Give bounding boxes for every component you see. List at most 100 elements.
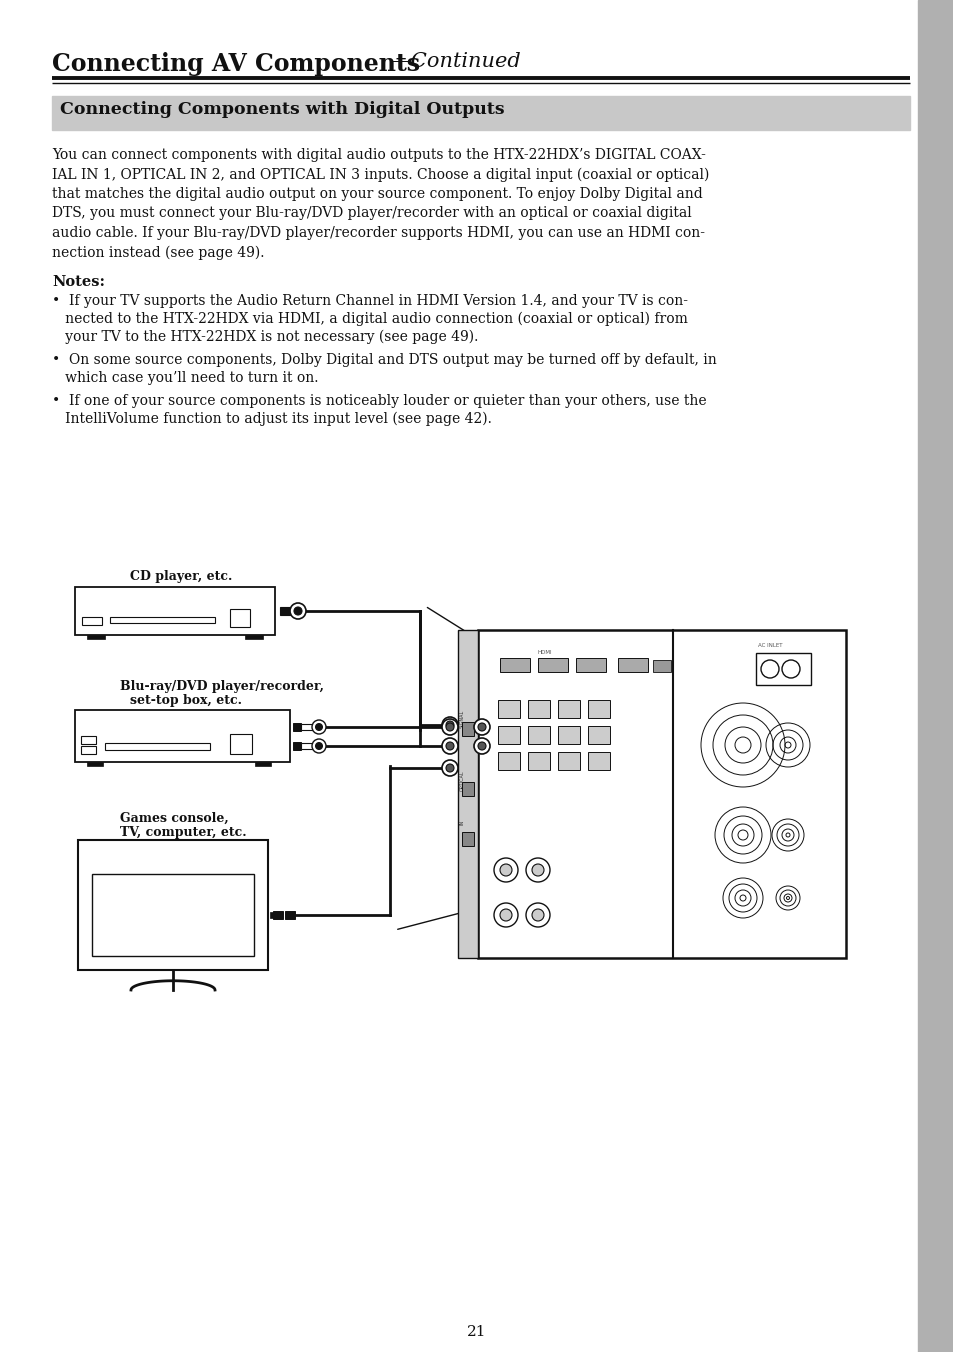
Text: HDMI: HDMI	[537, 650, 552, 654]
Bar	[497, 726, 519, 744]
Bar	[230, 734, 252, 754]
Circle shape	[446, 721, 454, 729]
Text: which case you’ll need to turn it on.: which case you’ll need to turn it on.	[52, 370, 318, 385]
Bar	[558, 700, 579, 718]
Bar	[82, 617, 102, 625]
Circle shape	[474, 719, 490, 735]
Bar	[587, 726, 609, 744]
Circle shape	[494, 859, 517, 882]
Bar	[280, 607, 290, 615]
Bar	[87, 635, 105, 639]
Bar	[497, 752, 519, 771]
Circle shape	[446, 764, 454, 772]
Text: nection instead (see page 49).: nection instead (see page 49).	[52, 246, 264, 260]
Bar	[558, 726, 579, 744]
Text: your TV to the HTX-22HDX is not necessary (see page 49).: your TV to the HTX-22HDX is not necessar…	[52, 330, 477, 345]
Bar	[230, 608, 250, 627]
Circle shape	[474, 738, 490, 754]
Bar	[618, 658, 647, 672]
Bar	[499, 658, 530, 672]
Bar	[285, 911, 294, 919]
Circle shape	[494, 903, 517, 927]
Bar	[75, 710, 290, 763]
Bar	[91, 873, 253, 956]
Bar	[301, 744, 313, 749]
Circle shape	[477, 723, 485, 731]
Bar	[273, 911, 283, 919]
Bar	[527, 726, 550, 744]
Text: that matches the digital audio output on your source component. To enjoy Dolby D: that matches the digital audio output on…	[52, 187, 702, 201]
Circle shape	[525, 859, 550, 882]
Circle shape	[499, 864, 512, 876]
Text: 21: 21	[467, 1325, 486, 1338]
Circle shape	[446, 742, 454, 750]
Bar	[537, 658, 567, 672]
Circle shape	[441, 719, 457, 735]
Circle shape	[441, 738, 457, 754]
Bar	[75, 587, 274, 635]
Text: SIGNAL: SIGNAL	[459, 710, 464, 729]
Bar	[254, 763, 271, 767]
Bar	[527, 700, 550, 718]
Text: IN: IN	[459, 821, 464, 825]
Circle shape	[477, 742, 485, 750]
Bar	[293, 742, 301, 750]
Bar	[110, 617, 214, 623]
Text: You can connect components with digital audio outputs to the HTX-22HDX’s DIGITAL: You can connect components with digital …	[52, 147, 705, 162]
Bar	[558, 752, 579, 771]
Text: IAL IN 1, OPTICAL IN 2, and OPTICAL IN 3 inputs. Choose a digital input (coaxial: IAL IN 1, OPTICAL IN 2, and OPTICAL IN 3…	[52, 168, 709, 183]
Circle shape	[312, 721, 326, 734]
Circle shape	[446, 723, 454, 731]
Bar	[461, 831, 474, 846]
Circle shape	[441, 717, 457, 733]
Bar	[587, 752, 609, 771]
Text: •  If one of your source components is noticeably louder or quieter than your ot: • If one of your source components is no…	[52, 393, 706, 408]
Text: set-top box, etc.: set-top box, etc.	[130, 694, 242, 707]
Bar	[527, 752, 550, 771]
Text: AC INLET: AC INLET	[758, 644, 781, 648]
Bar	[245, 635, 263, 639]
Text: (not supplied): (not supplied)	[553, 680, 640, 694]
Text: Games console,: Games console,	[120, 813, 229, 825]
Bar	[497, 700, 519, 718]
Circle shape	[312, 740, 326, 753]
Text: •  On some source components, Dolby Digital and DTS output may be turned off by : • On some source components, Dolby Digit…	[52, 353, 716, 366]
Bar	[755, 653, 810, 685]
Text: DTS, you must connect your Blu-ray/DVD player/recorder with an optical or coaxia: DTS, you must connect your Blu-ray/DVD p…	[52, 207, 691, 220]
Text: Notes:: Notes:	[52, 274, 105, 289]
Text: TV, computer, etc.: TV, computer, etc.	[120, 826, 247, 840]
Bar	[587, 700, 609, 718]
Bar	[461, 781, 474, 796]
Bar	[105, 744, 210, 750]
Circle shape	[290, 603, 306, 619]
Circle shape	[499, 909, 512, 921]
Bar	[457, 630, 477, 959]
Text: IntelliVolume function to adjust its input level (see page 42).: IntelliVolume function to adjust its inp…	[52, 412, 492, 426]
Circle shape	[525, 903, 550, 927]
Bar	[52, 96, 909, 130]
Text: Connecting AV Components: Connecting AV Components	[52, 51, 419, 76]
Text: audio cable. If your Blu-ray/DVD player/recorder supports HDMI, you can use an H: audio cable. If your Blu-ray/DVD player/…	[52, 226, 704, 241]
Bar	[87, 763, 103, 767]
Bar	[81, 746, 96, 754]
Text: CD player, etc.: CD player, etc.	[130, 571, 233, 583]
Text: Coaxial digital audio cable: Coaxial digital audio cable	[553, 665, 721, 677]
Text: Blu-ray/DVD player/recorder,: Blu-ray/DVD player/recorder,	[120, 680, 324, 694]
Text: OPTICAL: OPTICAL	[459, 771, 464, 791]
Bar	[78, 840, 268, 969]
Bar	[293, 723, 301, 731]
Bar	[652, 660, 670, 672]
Circle shape	[315, 723, 322, 730]
Bar	[81, 735, 96, 744]
Circle shape	[532, 909, 543, 921]
Bar	[477, 630, 845, 959]
Bar	[917, 0, 953, 1352]
Text: (not supplied): (not supplied)	[490, 910, 578, 923]
Circle shape	[294, 607, 302, 615]
Bar	[576, 658, 605, 672]
Text: Optical digital audio cable: Optical digital audio cable	[490, 895, 658, 909]
Bar	[461, 722, 474, 735]
Circle shape	[315, 742, 322, 749]
Circle shape	[781, 660, 800, 677]
Bar	[301, 725, 313, 730]
